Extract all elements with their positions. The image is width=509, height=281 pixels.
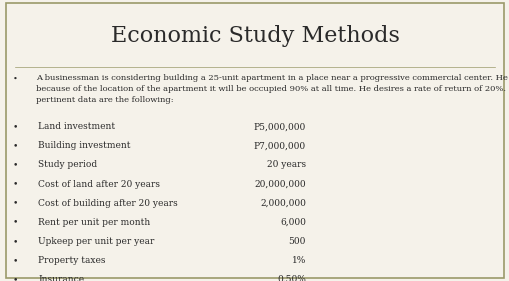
- Text: Insurance: Insurance: [38, 275, 84, 281]
- Text: P5,000,000: P5,000,000: [253, 122, 305, 131]
- Text: Upkeep per unit per year: Upkeep per unit per year: [38, 237, 154, 246]
- Text: 20 years: 20 years: [266, 160, 305, 169]
- Text: •: •: [13, 160, 18, 169]
- Text: •: •: [13, 74, 18, 82]
- Text: 2,000,000: 2,000,000: [260, 199, 305, 208]
- Text: 6,000: 6,000: [279, 218, 305, 227]
- Text: Cost of land after 20 years: Cost of land after 20 years: [38, 180, 160, 189]
- Text: •: •: [13, 218, 18, 227]
- Text: Building investment: Building investment: [38, 141, 130, 150]
- Text: Study period: Study period: [38, 160, 97, 169]
- Text: •: •: [13, 180, 18, 189]
- Text: •: •: [13, 237, 18, 246]
- Text: 500: 500: [288, 237, 305, 246]
- Text: Property taxes: Property taxes: [38, 256, 105, 265]
- Text: •: •: [13, 275, 18, 281]
- Text: Cost of building after 20 years: Cost of building after 20 years: [38, 199, 178, 208]
- Text: Economic Study Methods: Economic Study Methods: [110, 25, 399, 47]
- Text: •: •: [13, 141, 18, 150]
- Text: •: •: [13, 122, 18, 131]
- Text: 1%: 1%: [291, 256, 305, 265]
- Text: A businessman is considering building a 25-unit apartment in a place near a prog: A businessman is considering building a …: [36, 74, 509, 104]
- Text: Land investment: Land investment: [38, 122, 115, 131]
- Text: 0.50%: 0.50%: [276, 275, 305, 281]
- Text: •: •: [13, 256, 18, 265]
- FancyBboxPatch shape: [6, 3, 503, 278]
- Text: 20,000,000: 20,000,000: [254, 180, 305, 189]
- Text: Rent per unit per month: Rent per unit per month: [38, 218, 150, 227]
- Text: P7,000,000: P7,000,000: [253, 141, 305, 150]
- Text: •: •: [13, 199, 18, 208]
